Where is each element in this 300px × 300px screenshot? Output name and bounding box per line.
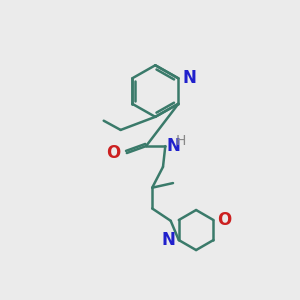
Text: O: O	[217, 211, 232, 229]
Text: N: N	[182, 69, 196, 87]
Text: N: N	[167, 137, 181, 155]
Text: O: O	[106, 144, 121, 162]
Text: H: H	[176, 134, 187, 148]
Text: N: N	[161, 231, 175, 249]
